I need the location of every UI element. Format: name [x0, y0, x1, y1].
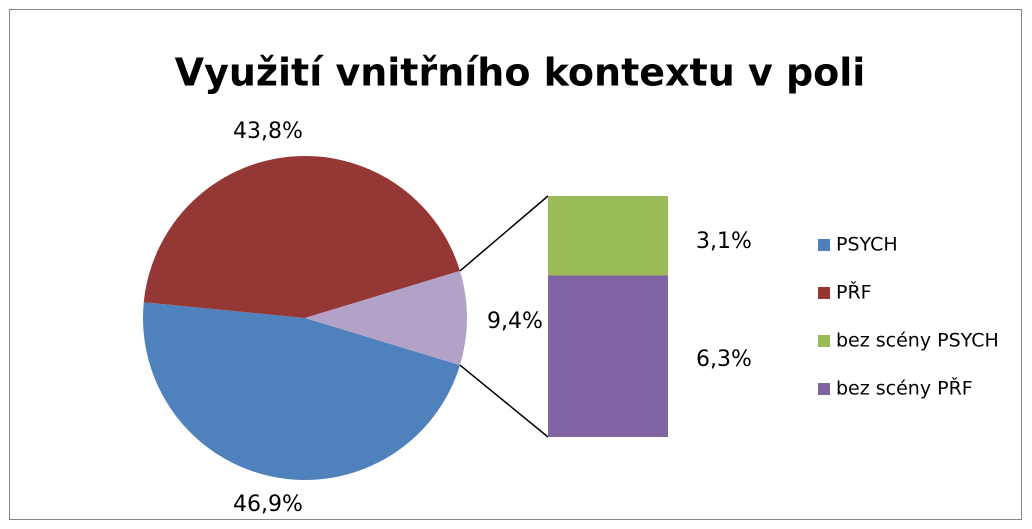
- pie-slice: [143, 155, 461, 318]
- legend-label: PŘF: [836, 281, 872, 304]
- data-label: 3,1%: [696, 229, 752, 254]
- legend-swatch: [818, 287, 830, 299]
- legend-swatch: [818, 335, 830, 347]
- pie-slice-other: [305, 270, 467, 366]
- data-label: 6,3%: [696, 347, 752, 372]
- data-label: 9,4%: [487, 309, 543, 334]
- legend-swatch: [818, 239, 830, 251]
- legend-label: bez scény PŘF: [836, 377, 973, 400]
- connector: [459, 195, 549, 272]
- legend-label: PSYCH: [836, 234, 898, 256]
- legend-label: bez scény PSYCH: [836, 330, 999, 352]
- data-label: 46,9%: [233, 492, 303, 517]
- legend-swatch: [818, 383, 830, 395]
- bar-segment: [548, 275, 668, 437]
- bar-segment: [548, 196, 668, 276]
- pie-slice: [143, 302, 461, 481]
- chart-title: Využití vnitřního kontextu v poli: [175, 51, 866, 95]
- connector: [459, 364, 549, 438]
- data-label: 43,8%: [233, 119, 303, 144]
